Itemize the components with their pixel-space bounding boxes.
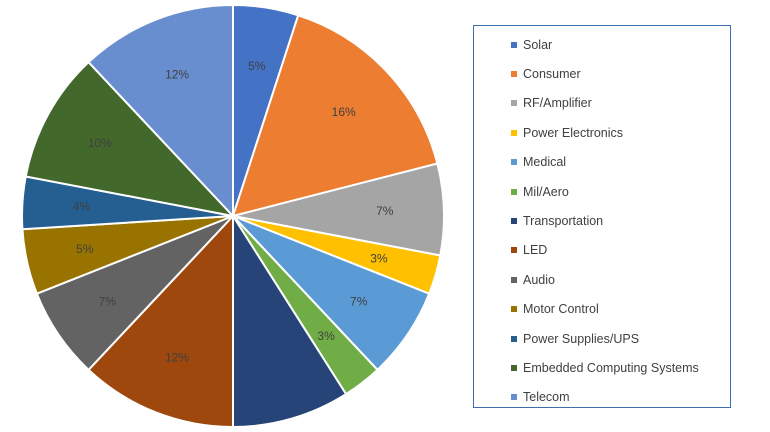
legend-item: Transportation [474,206,730,235]
legend-item: Medical [474,148,730,177]
legend-item: Consumer [474,59,730,88]
legend-item: LED [474,236,730,265]
legend-item: Mil/Aero [474,177,730,206]
legend-label: Power Electronics [523,125,624,140]
legend-label: Transportation [523,214,604,229]
slice-data-label: 7% [99,294,117,308]
legend-label: Mil/Aero [523,184,569,199]
legend-label: RF/Amplifier [523,96,592,111]
slice-data-label: 12% [165,350,189,364]
legend-item: Power Supplies/UPS [474,324,730,353]
legend-swatch [511,335,517,342]
pie-slice-embedded-computing-systems [24,60,236,218]
legend-swatch [511,188,517,195]
pie-slice-transportation [232,212,348,429]
slice-data-label: 3% [370,251,388,265]
legend-item: RF/Amplifier [474,89,730,118]
pie-chart: 5% 16% 7% 3% 7% 3% 12% 7% 5% 4% 10% 12% [21,3,445,429]
legend-swatch [511,364,517,371]
legend-item: Solar [474,30,730,59]
legend-label: Power Supplies/UPS [523,331,640,346]
chart-legend: Solar Consumer RF/Amplifier Power Electroni… [473,25,731,408]
legend-swatch [511,276,517,283]
slice-data-label: 12% [165,68,189,82]
slice-data-label: 4% [73,200,91,214]
legend-swatch [511,394,517,401]
slice-data-label: 10% [88,136,112,150]
slice-data-label: 16% [332,105,356,119]
legend-swatch [511,159,517,166]
legend-swatch [511,306,517,313]
legend-swatch [511,100,517,107]
pie-slice-led [87,213,234,429]
legend-label: Consumer [523,67,581,82]
legend-swatch [511,247,517,254]
legend-item: Embedded Computing Systems [474,353,730,382]
slice-data-label: 7% [376,204,394,218]
legend-label: Motor Control [523,302,599,317]
slice-data-label: 5% [248,59,266,73]
legend-label: Solar [523,37,553,52]
legend-label: Telecom [523,390,570,405]
legend-item: Motor Control [474,295,730,324]
legend-label: Audio [523,272,555,287]
legend-item: Power Electronics [474,118,730,147]
legend-item: Telecom [474,383,730,412]
slice-data-label: 7% [350,294,368,308]
pie-slice-telecom [87,3,234,219]
legend-label: Medical [523,155,567,170]
legend-swatch [511,41,517,48]
pie-slice-consumer [231,14,439,218]
legend-label: Embedded Computing Systems [523,360,699,375]
legend-swatch [511,218,517,225]
legend-item: Audio [474,265,730,294]
slice-data-label: 5% [76,242,94,256]
legend-swatch [511,71,517,78]
legend-list: Solar Consumer RF/Amplifier Power Electroni… [474,26,730,412]
legend-label: LED [523,243,548,258]
slice-data-label: 3% [317,329,335,343]
legend-swatch [511,129,517,136]
